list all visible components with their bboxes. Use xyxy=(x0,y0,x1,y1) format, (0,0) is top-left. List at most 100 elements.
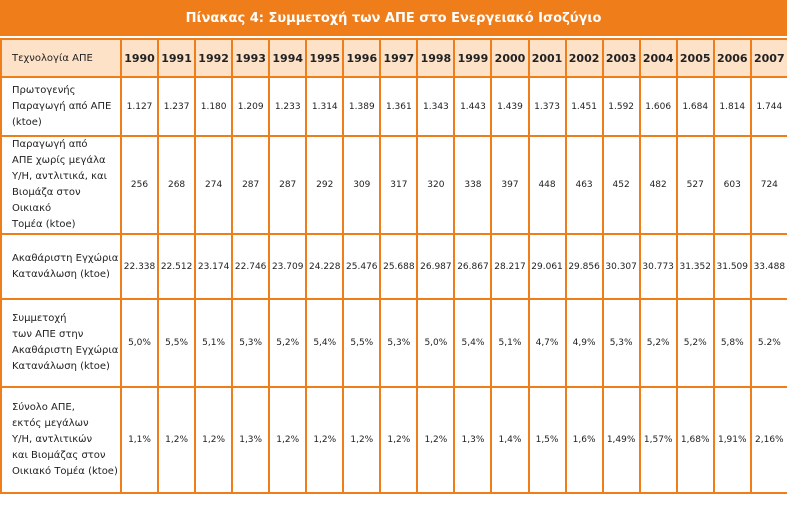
table-cell: 1.606 xyxy=(638,76,678,137)
header-year: 2006 xyxy=(712,38,752,78)
table-cell: 5,3% xyxy=(379,298,419,388)
table-cell: 31.509 xyxy=(712,233,752,300)
header-year: 1997 xyxy=(379,38,419,78)
renewables-table: Τεχνολογία ΑΠΕ 1990 1991 1992 1993 1994 1995 1… xyxy=(0,38,787,494)
table-cell: 1,91% xyxy=(712,386,752,494)
row-label-line: Συμμετοχή xyxy=(12,313,67,324)
table-cell: 26.867 xyxy=(453,233,493,300)
table-cell: 1,2% xyxy=(342,386,382,494)
header-year: 1990 xyxy=(119,38,160,78)
table-cell: 309 xyxy=(342,135,382,235)
table-cell: 1,68% xyxy=(675,386,715,494)
table-cell: 5,0% xyxy=(416,298,456,388)
table-cell: 1.127 xyxy=(119,76,160,137)
table-cell: 26.987 xyxy=(416,233,456,300)
table-cell: 1.451 xyxy=(564,76,604,137)
row-label-line: των ΑΠΕ στην xyxy=(12,329,84,340)
table-cell: 5,8% xyxy=(712,298,752,388)
table-cell: 29.061 xyxy=(527,233,567,300)
table-cell: 1,2% xyxy=(379,386,419,494)
table-cell: 1,2% xyxy=(268,386,308,494)
header-year: 1991 xyxy=(157,38,197,78)
table-cell: 25.688 xyxy=(379,233,419,300)
table-cell: 268 xyxy=(157,135,197,235)
table-cell: 1.361 xyxy=(379,76,419,137)
table-cell: 1.180 xyxy=(194,76,234,137)
header-year: 1999 xyxy=(453,38,493,78)
table-cell: 1,1% xyxy=(119,386,160,494)
row-label-line: Κατανάλωση (ktoe) xyxy=(12,268,110,280)
table-cell: 1.684 xyxy=(675,76,715,137)
table-cell: 5,3% xyxy=(601,298,641,388)
table-cell: 292 xyxy=(305,135,345,235)
table-cell: 1.744 xyxy=(749,76,787,137)
table-cell: 33.488 xyxy=(749,233,787,300)
row-label-line: ΑΠΕ χωρίς μεγάλα xyxy=(12,155,106,166)
table-cell: 1.373 xyxy=(527,76,567,137)
table-cell: 22.338 xyxy=(119,233,160,300)
table-cell: 724 xyxy=(749,135,787,235)
table-cell: 527 xyxy=(675,135,715,235)
row-label: Πρωτογενής Παραγωγή από ΑΠΕ (ktoe) xyxy=(0,76,122,137)
table-cell: 603 xyxy=(712,135,752,235)
row-label: Συμμετοχή των ΑΠΕ στην Ακαθάριστη Εγχώρια Κ… xyxy=(0,298,122,388)
table-cell: 4,7% xyxy=(527,298,567,388)
row-label: Παραγωγή από ΑΠΕ χωρίς μεγάλα Υ/Η, αντλιτι… xyxy=(0,135,122,235)
table-cell: 5,2% xyxy=(268,298,308,388)
table-cell: 5,4% xyxy=(305,298,345,388)
table-cell: 1,4% xyxy=(490,386,530,494)
table-cell: 25.476 xyxy=(342,233,382,300)
header-year: 2002 xyxy=(564,38,604,78)
table-cell: 22.512 xyxy=(157,233,197,300)
table-cell: 1.443 xyxy=(453,76,493,137)
header-year: 2007 xyxy=(749,38,787,78)
header-row: Τεχνολογία ΑΠΕ 1990 1991 1992 1993 1994 1995 1… xyxy=(0,38,787,78)
table-cell: 1,57% xyxy=(638,386,678,494)
table-cell: 1,49% xyxy=(601,386,641,494)
table-cell: 287 xyxy=(231,135,271,235)
table-row: Σύνολο ΑΠΕ, εκτός μεγάλων Υ/Η, αντλιτικών κ… xyxy=(0,386,787,494)
table-cell: 4,9% xyxy=(564,298,604,388)
table-cell: 1.237 xyxy=(157,76,197,137)
row-label-line: Βιομάζα στον Οικιακό xyxy=(12,187,81,214)
header-year: 1998 xyxy=(416,38,456,78)
row-label-line: Παραγωγή από xyxy=(12,139,88,150)
table-cell: 1.314 xyxy=(305,76,345,137)
table-cell: 28.217 xyxy=(490,233,530,300)
table-cell: 5.2% xyxy=(749,298,787,388)
table-cell: 1.343 xyxy=(416,76,456,137)
row-label-line: εκτός μεγάλων xyxy=(12,418,89,429)
row-label-line: (ktoe) xyxy=(12,116,42,128)
table-title: Πίνακας 4: Συμμετοχή των ΑΠΕ στο Ενεργει… xyxy=(0,0,787,38)
table-cell: 5,1% xyxy=(194,298,234,388)
table-cell: 1.233 xyxy=(268,76,308,137)
header-year: 2005 xyxy=(675,38,715,78)
header-label: Τεχνολογία ΑΠΕ xyxy=(0,38,122,78)
header-year: 1993 xyxy=(231,38,271,78)
table-cell: 1.814 xyxy=(712,76,752,137)
table-row: Πρωτογενής Παραγωγή από ΑΠΕ (ktoe) 1.127 1.2… xyxy=(0,76,787,137)
row-label-line: Παραγωγή από ΑΠΕ xyxy=(12,100,112,112)
row-label-line: και Βιομάζας στον xyxy=(12,450,106,461)
table-row: Ακαθάριστη Εγχώρια Κατανάλωση (ktoe) 22.33… xyxy=(0,233,787,300)
header-year: 1994 xyxy=(268,38,308,78)
header-year: 2000 xyxy=(490,38,530,78)
table-cell: 397 xyxy=(490,135,530,235)
row-label-line: Σύνολο ΑΠΕ, xyxy=(12,402,75,413)
table-cell: 5,4% xyxy=(453,298,493,388)
table-cell: 317 xyxy=(379,135,419,235)
table-cell: 5,5% xyxy=(157,298,197,388)
table-cell: 448 xyxy=(527,135,567,235)
table-cell: 463 xyxy=(564,135,604,235)
table-cell: 22.746 xyxy=(231,233,271,300)
row-label-line: Υ/Η, αντλιτικών xyxy=(12,434,93,445)
table-cell: 1,2% xyxy=(416,386,456,494)
table-cell: 1.592 xyxy=(601,76,641,137)
table-cell: 30.307 xyxy=(601,233,641,300)
table-cell: 5,1% xyxy=(490,298,530,388)
row-label-line: Πρωτογενής xyxy=(12,84,76,96)
header-year: 1995 xyxy=(305,38,345,78)
header-year: 1996 xyxy=(342,38,382,78)
table-cell: 1.209 xyxy=(231,76,271,137)
